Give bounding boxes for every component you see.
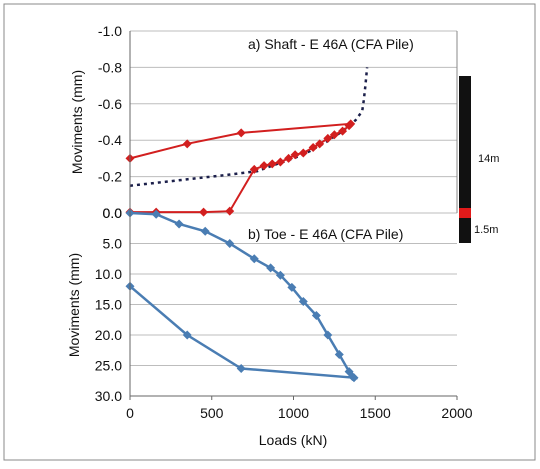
series-b-point-8 bbox=[287, 282, 297, 292]
series-a-point-14 bbox=[329, 130, 339, 140]
y-tick-label-a-2: -0.6 bbox=[98, 96, 122, 112]
series-b-point-1 bbox=[151, 209, 161, 219]
y-tick-label-b-5: 25.0 bbox=[95, 358, 122, 374]
pile-toe-marker bbox=[459, 208, 471, 218]
y-tick-label-b-3: 15.0 bbox=[95, 297, 122, 313]
series-a-point-7 bbox=[275, 157, 285, 167]
y-tick-label-a-5: 0.0 bbox=[103, 205, 123, 221]
series-a-point-12 bbox=[315, 139, 325, 149]
y-tick-label-b-6: 30.0 bbox=[95, 388, 122, 404]
x-tick-label-0: 0 bbox=[126, 405, 134, 421]
series-a-point-8 bbox=[284, 153, 294, 163]
series-b-point-6 bbox=[266, 263, 276, 273]
chart-a-title: a) Shaft - E 46A (CFA Pile) bbox=[248, 36, 414, 52]
series-b-point-15 bbox=[349, 373, 359, 383]
axes: -1.0-0.8-0.6-0.4-0.20.00.05.010.015.020.… bbox=[95, 23, 473, 421]
chart-b-ylabel: Moviments (mm) bbox=[66, 253, 82, 357]
series-b-point-2 bbox=[174, 219, 184, 229]
y-tick-label-a-4: -0.2 bbox=[98, 169, 122, 185]
chart-a-ylabel: Moviments (mm) bbox=[69, 70, 85, 174]
x-axis-label: Loads (kN) bbox=[259, 432, 327, 448]
y-tick-label-a-0: -1.0 bbox=[98, 23, 122, 39]
series-b-point-4 bbox=[225, 239, 235, 248]
pile-shaft-label: 14m bbox=[478, 153, 499, 165]
series-a-point-6 bbox=[267, 159, 277, 169]
pile-toe-label: 1.5m bbox=[474, 224, 498, 236]
series-a-point-10 bbox=[298, 148, 308, 158]
series-a-point-11 bbox=[308, 142, 318, 152]
series-a-point-4 bbox=[249, 164, 259, 174]
x-tick-label-3: 1500 bbox=[360, 405, 391, 421]
series-a-dotted-line bbox=[129, 67, 369, 187]
y-tick-label-b-1: 5.0 bbox=[103, 236, 123, 252]
series-b-point-11 bbox=[323, 330, 333, 340]
series-b-point-12 bbox=[334, 350, 344, 360]
y-tick-label-a-1: -0.8 bbox=[98, 59, 122, 75]
series-a-point-15 bbox=[338, 126, 348, 136]
x-tick-label-1: 500 bbox=[200, 405, 224, 421]
outer-border bbox=[3, 3, 536, 461]
series bbox=[125, 67, 369, 383]
series-b-point-16 bbox=[236, 364, 246, 374]
y-tick-label-b-2: 10.0 bbox=[95, 266, 122, 282]
y-tick-label-a-3: -0.4 bbox=[98, 132, 122, 148]
series-a-point-18 bbox=[236, 128, 246, 138]
series-a-point-9 bbox=[290, 150, 300, 160]
y-tick-label-b-4: 20.0 bbox=[95, 327, 122, 343]
series-b-point-7 bbox=[275, 270, 285, 280]
y-tick-label-b-0: 0.0 bbox=[103, 205, 123, 221]
pile-shaft-bar bbox=[459, 76, 471, 243]
series-b-point-10 bbox=[311, 310, 321, 320]
series-a-point-19 bbox=[182, 139, 192, 149]
series-b-point-3 bbox=[200, 226, 210, 236]
x-tick-label-4: 2000 bbox=[441, 405, 472, 421]
series-a-point-17 bbox=[346, 119, 356, 129]
series-b-point-5 bbox=[249, 254, 259, 264]
series-a-point-3 bbox=[225, 206, 235, 216]
series-b-point-9 bbox=[298, 296, 308, 306]
series-b-point-17 bbox=[182, 330, 192, 340]
chart-b-title: b) Toe - E 46A (CFA Pile) bbox=[248, 226, 403, 242]
series-a-point-2 bbox=[199, 207, 209, 217]
series-a-point-5 bbox=[259, 161, 269, 171]
series-a-point-13 bbox=[323, 133, 333, 143]
x-tick-label-2: 1000 bbox=[278, 405, 309, 421]
